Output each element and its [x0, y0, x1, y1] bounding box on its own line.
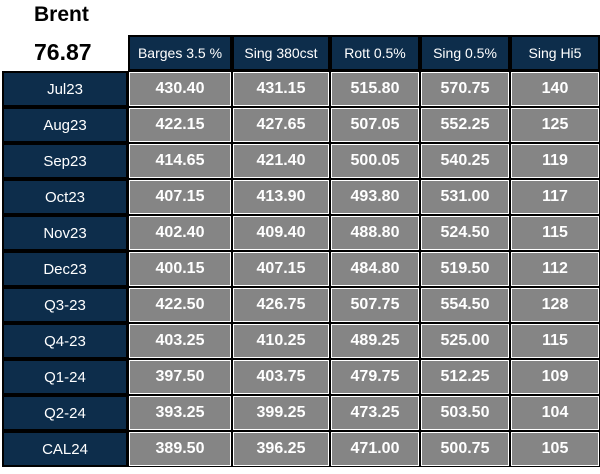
price-cell: 119 — [510, 143, 600, 179]
price-cell: 403.75 — [232, 359, 330, 395]
price-cell: 109 — [510, 359, 600, 395]
row-label: Q3-23 — [2, 287, 128, 323]
price-cell: 407.15 — [232, 251, 330, 287]
row-label: Nov23 — [2, 215, 128, 251]
price-cell: 507.75 — [330, 287, 420, 323]
price: 76.87 — [34, 39, 92, 65]
price-cell: 489.25 — [330, 323, 420, 359]
price-cell: 115 — [510, 215, 600, 251]
price-cell: 422.15 — [128, 107, 232, 143]
column-header: Barges 3.5 % — [128, 35, 232, 71]
price-cell: 402.40 — [128, 215, 232, 251]
price-cell: 519.50 — [420, 251, 510, 287]
price-cell: 427.65 — [232, 107, 330, 143]
price-cell: 105 — [510, 431, 600, 467]
price-cell: 410.25 — [232, 323, 330, 359]
price-cell: 426.75 — [232, 287, 330, 323]
price-cell: 117 — [510, 179, 600, 215]
row-label: Q2-24 — [2, 395, 128, 431]
price-cell: 413.90 — [232, 179, 330, 215]
price-cell: 524.50 — [420, 215, 510, 251]
price-cell: 112 — [510, 251, 600, 287]
price-cell: 512.25 — [420, 359, 510, 395]
price-cell: 493.80 — [330, 179, 420, 215]
price-cell: 403.25 — [128, 323, 232, 359]
price-cell: 488.80 — [330, 215, 420, 251]
price-cell: 552.25 — [420, 107, 510, 143]
price-cell: 554.50 — [420, 287, 510, 323]
price-cell: 500.05 — [330, 143, 420, 179]
price-cell: 473.25 — [330, 395, 420, 431]
price-cell: 407.15 — [128, 179, 232, 215]
price-cell: 431.15 — [232, 71, 330, 107]
price-cell: 471.00 — [330, 431, 420, 467]
price-cell: 397.50 — [128, 359, 232, 395]
price-cell: 525.00 — [420, 323, 510, 359]
price-cell: 500.75 — [420, 431, 510, 467]
price-cell: 570.75 — [420, 71, 510, 107]
row-label: Q4-23 — [2, 323, 128, 359]
price-cell: 396.25 — [232, 431, 330, 467]
row-label: Oct23 — [2, 179, 128, 215]
price-cell: 389.50 — [128, 431, 232, 467]
row-label: Aug23 — [2, 107, 128, 143]
price-cell: 115 — [510, 323, 600, 359]
price-cell: 422.50 — [128, 287, 232, 323]
row-label: Sep23 — [2, 143, 128, 179]
row-label: Q1-24 — [2, 359, 128, 395]
price-cell: 140 — [510, 71, 600, 107]
column-header: Rott 0.5% — [330, 35, 420, 71]
row-label: Dec23 — [2, 251, 128, 287]
row-label: CAL24 — [2, 431, 128, 467]
price-cell: 409.40 — [232, 215, 330, 251]
column-header: Sing Hi5 — [510, 35, 600, 71]
price-cell: 484.80 — [330, 251, 420, 287]
price-cell: 421.40 — [232, 143, 330, 179]
price-cell: 503.50 — [420, 395, 510, 431]
title: Brent — [34, 3, 89, 26]
price-cell: 393.25 — [128, 395, 232, 431]
price-cell: 430.40 — [128, 71, 232, 107]
price-cell: 125 — [510, 107, 600, 143]
price-cell: 128 — [510, 287, 600, 323]
price-cell: 479.75 — [330, 359, 420, 395]
column-header: Sing 0.5% — [420, 35, 510, 71]
price-cell: 507.05 — [330, 107, 420, 143]
row-label: Jul23 — [2, 71, 128, 107]
price-cell: 515.80 — [330, 71, 420, 107]
price-cell: 400.15 — [128, 251, 232, 287]
price-cell: 531.00 — [420, 179, 510, 215]
price-cell: 104 — [510, 395, 600, 431]
column-header: Sing 380cst — [232, 35, 330, 71]
price-cell: 399.25 — [232, 395, 330, 431]
price-cell: 414.65 — [128, 143, 232, 179]
price-cell: 540.25 — [420, 143, 510, 179]
